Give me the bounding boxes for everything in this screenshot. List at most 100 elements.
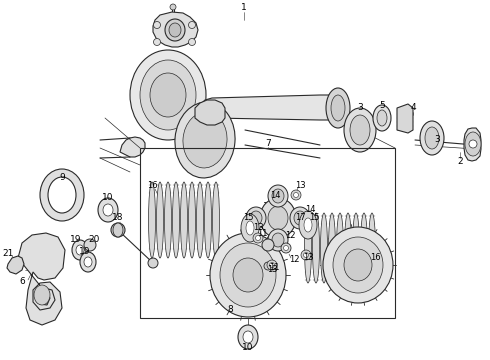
- Ellipse shape: [130, 50, 206, 140]
- Text: 13: 13: [294, 180, 305, 189]
- Circle shape: [469, 140, 477, 148]
- Ellipse shape: [320, 213, 327, 283]
- Text: 15: 15: [243, 213, 253, 222]
- Circle shape: [148, 258, 158, 268]
- Ellipse shape: [172, 182, 179, 258]
- Ellipse shape: [243, 331, 253, 343]
- Circle shape: [262, 239, 274, 251]
- Text: 2: 2: [457, 158, 463, 166]
- Circle shape: [253, 233, 263, 243]
- Ellipse shape: [40, 169, 84, 221]
- Ellipse shape: [313, 213, 319, 283]
- Ellipse shape: [165, 182, 172, 258]
- Polygon shape: [7, 256, 24, 274]
- Text: 21: 21: [2, 248, 14, 257]
- Text: 14: 14: [270, 192, 280, 201]
- Circle shape: [153, 39, 161, 45]
- Text: 20: 20: [88, 235, 99, 244]
- Text: 19: 19: [70, 235, 82, 244]
- Ellipse shape: [98, 198, 118, 222]
- Text: 13: 13: [267, 266, 277, 274]
- Ellipse shape: [268, 229, 288, 251]
- Ellipse shape: [337, 213, 343, 283]
- Ellipse shape: [148, 182, 155, 258]
- Ellipse shape: [175, 102, 235, 178]
- Text: 12: 12: [285, 230, 295, 239]
- Circle shape: [264, 262, 272, 270]
- Ellipse shape: [250, 211, 262, 225]
- Polygon shape: [153, 12, 198, 47]
- Ellipse shape: [48, 177, 76, 213]
- Circle shape: [170, 4, 176, 10]
- Ellipse shape: [241, 214, 259, 242]
- Ellipse shape: [76, 245, 84, 255]
- Ellipse shape: [361, 213, 368, 283]
- Ellipse shape: [304, 213, 312, 283]
- Ellipse shape: [425, 127, 439, 149]
- Ellipse shape: [272, 233, 284, 247]
- Text: 3: 3: [357, 104, 363, 112]
- Ellipse shape: [368, 213, 375, 283]
- Circle shape: [267, 260, 277, 270]
- Ellipse shape: [80, 252, 96, 272]
- Ellipse shape: [304, 218, 312, 232]
- Ellipse shape: [290, 207, 310, 229]
- Ellipse shape: [140, 60, 196, 130]
- Ellipse shape: [72, 240, 88, 260]
- Ellipse shape: [180, 182, 188, 258]
- Text: 3: 3: [434, 135, 440, 144]
- Polygon shape: [200, 95, 342, 120]
- Text: 10: 10: [242, 342, 254, 351]
- Circle shape: [189, 22, 196, 28]
- Circle shape: [303, 252, 309, 257]
- Circle shape: [111, 223, 125, 237]
- Text: 6: 6: [19, 278, 25, 287]
- Ellipse shape: [328, 213, 336, 283]
- Ellipse shape: [246, 207, 266, 229]
- Ellipse shape: [465, 132, 481, 156]
- Polygon shape: [18, 233, 65, 325]
- Ellipse shape: [344, 213, 351, 283]
- Text: 13: 13: [253, 224, 263, 233]
- Ellipse shape: [268, 206, 288, 230]
- Text: 11: 11: [257, 230, 267, 238]
- Text: 1: 1: [241, 4, 247, 13]
- Ellipse shape: [238, 325, 258, 349]
- Ellipse shape: [189, 182, 196, 258]
- Circle shape: [270, 262, 274, 267]
- Ellipse shape: [113, 223, 123, 237]
- Ellipse shape: [165, 19, 185, 41]
- Polygon shape: [195, 100, 225, 125]
- Ellipse shape: [352, 213, 360, 283]
- Text: 8: 8: [227, 306, 233, 315]
- Circle shape: [281, 243, 291, 253]
- Circle shape: [294, 193, 298, 198]
- Ellipse shape: [220, 243, 276, 307]
- Text: 16: 16: [147, 181, 157, 190]
- Ellipse shape: [272, 189, 284, 203]
- Text: 10: 10: [102, 194, 114, 202]
- Ellipse shape: [420, 121, 444, 155]
- Polygon shape: [397, 104, 413, 133]
- Ellipse shape: [344, 249, 372, 281]
- Ellipse shape: [204, 182, 212, 258]
- Ellipse shape: [344, 108, 376, 152]
- Circle shape: [291, 190, 301, 200]
- Ellipse shape: [299, 211, 317, 239]
- Text: 5: 5: [379, 100, 385, 109]
- Ellipse shape: [350, 115, 370, 145]
- Circle shape: [153, 22, 161, 28]
- Text: 17: 17: [294, 213, 305, 222]
- Ellipse shape: [34, 285, 50, 305]
- Text: 18: 18: [112, 213, 124, 222]
- Ellipse shape: [323, 227, 393, 303]
- Ellipse shape: [246, 221, 254, 235]
- Polygon shape: [464, 128, 481, 161]
- Ellipse shape: [260, 198, 296, 238]
- Text: 14: 14: [305, 206, 315, 215]
- Ellipse shape: [268, 185, 288, 207]
- Ellipse shape: [294, 211, 306, 225]
- Ellipse shape: [183, 112, 227, 168]
- Text: 11: 11: [269, 264, 279, 273]
- Ellipse shape: [196, 182, 203, 258]
